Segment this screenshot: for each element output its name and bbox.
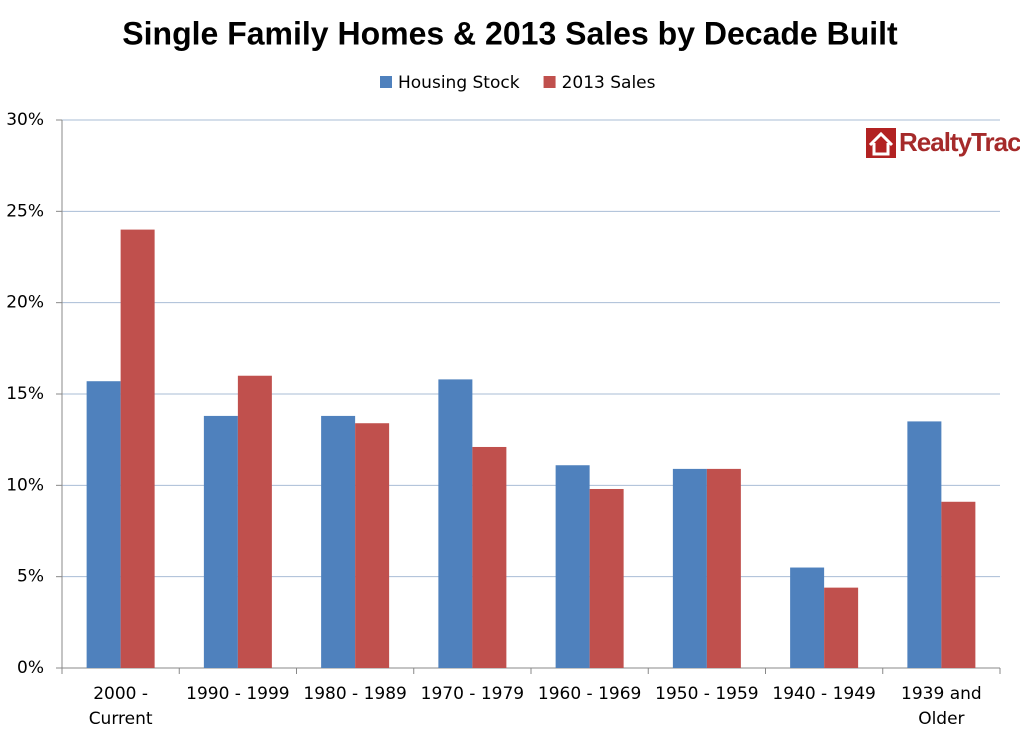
- y-tick-label: 10%: [6, 475, 44, 495]
- bar: [86, 381, 121, 668]
- bar: [355, 423, 390, 668]
- x-tick-label: 1970 - 1979: [420, 684, 525, 704]
- logo-house: [868, 131, 894, 156]
- logo: RealtyTrac: [866, 127, 1020, 158]
- bar: [706, 468, 741, 668]
- y-tick-label: 15%: [6, 384, 44, 404]
- x-tick-label: 1950 - 1959: [655, 684, 759, 704]
- bar: [941, 501, 976, 668]
- legend-swatch: [543, 76, 556, 88]
- legend-swatch: [380, 76, 392, 88]
- bar: [672, 468, 707, 668]
- bar: [907, 421, 942, 668]
- x-tick-label: 1939 and Older: [901, 684, 982, 729]
- chart-title: Single Family Homes & 2013 Sales by Deca…: [122, 15, 898, 51]
- y-tick-label: 25%: [6, 201, 44, 221]
- x-tick-label: 1940 - 1949: [772, 684, 876, 704]
- x-tick-label: 2000 - Current: [88, 684, 153, 729]
- bar: [824, 587, 859, 668]
- bar: [472, 446, 507, 668]
- y-tick-label: 30%: [6, 110, 44, 130]
- x-tick-label: 1960 - 1969: [537, 684, 642, 704]
- bar: [790, 567, 825, 668]
- bar: [589, 488, 624, 668]
- logo-text: RealtyTrac: [899, 127, 1020, 157]
- y-tick-label: 20%: [6, 293, 44, 313]
- y-tick-label: 0%: [17, 658, 44, 678]
- x-tick-label: 1990 - 1999: [186, 684, 290, 704]
- bar: [120, 229, 155, 668]
- bar: [438, 379, 473, 668]
- x-tick-label: 1980 - 1989: [303, 684, 407, 704]
- bar: [237, 375, 272, 668]
- bar: [321, 415, 356, 668]
- bar: [555, 465, 590, 668]
- bar: [203, 415, 238, 668]
- legend-label: 2013 Sales: [562, 73, 656, 93]
- y-tick-label: 5%: [17, 567, 44, 587]
- legend-label: Housing Stock: [398, 73, 520, 93]
